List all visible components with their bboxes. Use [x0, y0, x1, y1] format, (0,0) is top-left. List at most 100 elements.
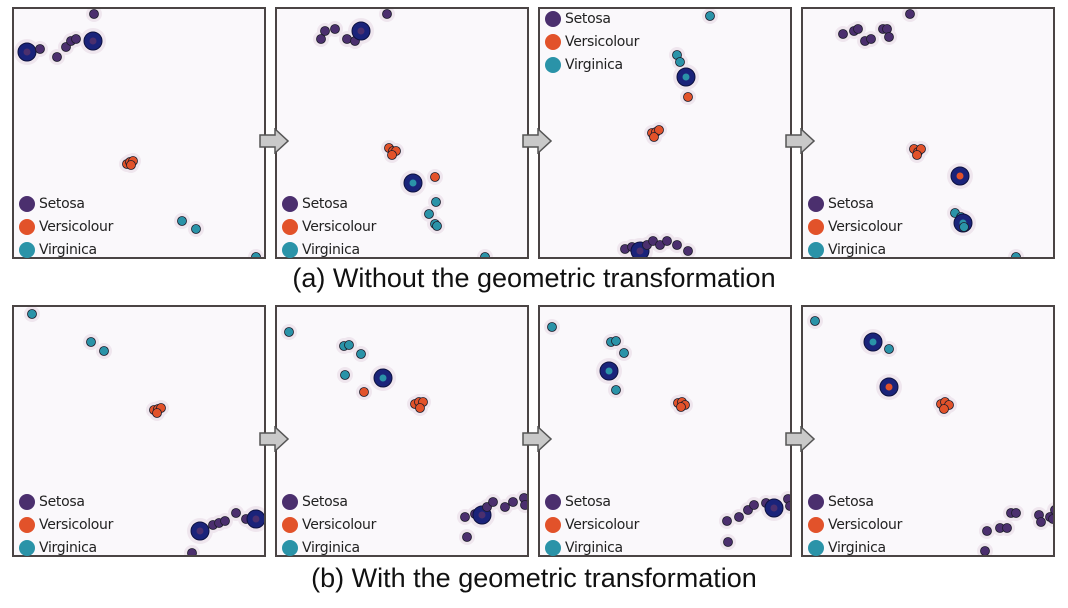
data-point-setosa [672, 240, 682, 250]
legend-item: Versicolour [282, 215, 376, 238]
data-point-setosa [1002, 523, 1012, 533]
data-point-setosa [23, 48, 31, 56]
legend: Setosa Versicolour Virginica [545, 7, 639, 76]
data-point-setosa [231, 508, 241, 518]
panel-b2: Setosa Versicolour Virginica [275, 305, 529, 557]
legend-item: Versicolour [545, 513, 639, 536]
panel-a4: Setosa Versicolour Virginica [801, 7, 1055, 259]
legend-item: Setosa [808, 490, 902, 513]
data-point-setosa [252, 515, 260, 523]
data-point-virginica [424, 209, 434, 219]
legend-swatch [545, 539, 561, 556]
data-point-versicolour [683, 92, 693, 102]
legend-label: Virginica [565, 539, 623, 556]
legend-label: Setosa [565, 493, 611, 510]
legend-label: Setosa [39, 195, 85, 212]
data-point-virginica [682, 73, 690, 81]
legend: Setosa Versicolour Virginica [19, 192, 113, 261]
legend: Setosa Versicolour Virginica [808, 192, 902, 261]
data-point-versicolour [939, 404, 949, 414]
data-point-versicolour [152, 408, 162, 418]
caption-a: (a) Without the geometric transformation [292, 263, 776, 293]
data-point-setosa [462, 532, 472, 542]
legend-swatch [808, 516, 824, 533]
data-point-setosa [662, 236, 672, 246]
data-point-setosa [1050, 505, 1053, 515]
data-point-virginica [611, 336, 621, 346]
data-point-setosa [357, 27, 365, 35]
data-point-virginica [605, 367, 613, 375]
legend-label: Virginica [828, 539, 886, 556]
legend-swatch [19, 195, 35, 212]
data-point-virginica [869, 338, 877, 346]
data-point-virginica [409, 179, 417, 187]
data-point-virginica [675, 57, 685, 67]
legend-item: Setosa [282, 192, 376, 215]
right-arrow-icon [785, 426, 815, 452]
data-point-virginica [284, 327, 294, 337]
data-point-setosa [478, 511, 486, 519]
data-point-virginica [344, 340, 354, 350]
legend-item: Virginica [19, 536, 113, 559]
data-point-setosa [853, 24, 863, 34]
legend-swatch [282, 218, 298, 235]
data-point-setosa [636, 247, 644, 255]
legend-swatch [808, 493, 824, 510]
data-point-setosa [884, 32, 894, 42]
data-point-versicolour [649, 132, 659, 142]
data-point-setosa [866, 34, 876, 44]
legend-item: Versicolour [808, 513, 902, 536]
data-point-versicolour [430, 172, 440, 182]
data-point-versicolour [415, 403, 425, 413]
legend-swatch [545, 493, 561, 510]
data-point-setosa [500, 502, 510, 512]
legend-label: Setosa [302, 493, 348, 510]
data-point-setosa [723, 537, 733, 547]
data-point-setosa [342, 34, 352, 44]
legend-item: Virginica [282, 238, 376, 261]
data-point-virginica [547, 322, 557, 332]
legend-swatch [545, 33, 561, 50]
legend-swatch [282, 493, 298, 510]
legend-swatch [808, 241, 824, 258]
legend-swatch [545, 10, 561, 27]
legend-swatch [19, 241, 35, 258]
caption-b: (b) With the geometric transformation [311, 563, 757, 593]
data-point-setosa [882, 24, 892, 34]
data-point-setosa [1011, 508, 1021, 518]
data-point-virginica [379, 374, 387, 382]
legend-swatch [808, 195, 824, 212]
data-point-virginica [432, 221, 442, 231]
legend-label: Versicolour [302, 516, 377, 533]
legend: Setosa Versicolour Virginica [545, 490, 639, 559]
scatter-plot-b3 [544, 319, 790, 550]
legend-swatch [545, 56, 561, 73]
data-point-versicolour [885, 383, 893, 391]
data-point-setosa [1048, 514, 1053, 524]
legend-label: Versicolour [828, 516, 903, 533]
legend-label: Setosa [302, 195, 348, 212]
scatter-plot-a2 [313, 9, 493, 257]
scatter-plot-a3 [617, 9, 718, 257]
data-point-setosa [980, 546, 990, 555]
data-point-setosa [770, 504, 778, 512]
data-point-setosa [52, 52, 62, 62]
data-point-setosa [488, 497, 498, 507]
right-arrow-icon [259, 426, 289, 452]
data-point-setosa [89, 9, 99, 19]
legend-item: Versicolour [545, 30, 639, 53]
legend-item: Versicolour [808, 215, 902, 238]
panel-a2: Setosa Versicolour Virginica [275, 7, 529, 259]
legend-item: Setosa [808, 192, 902, 215]
legend-item: Setosa [545, 490, 639, 513]
legend-label: Virginica [39, 539, 97, 556]
legend-label: Versicolour [565, 516, 640, 533]
scatter-plot-a4 [835, 9, 1024, 257]
legend-item: Setosa [19, 490, 113, 513]
legend-label: Virginica [302, 241, 360, 258]
legend-item: Setosa [19, 192, 113, 215]
legend-label: Setosa [828, 195, 874, 212]
data-point-setosa [316, 34, 326, 44]
data-point-virginica [884, 344, 894, 354]
legend-swatch [282, 195, 298, 212]
